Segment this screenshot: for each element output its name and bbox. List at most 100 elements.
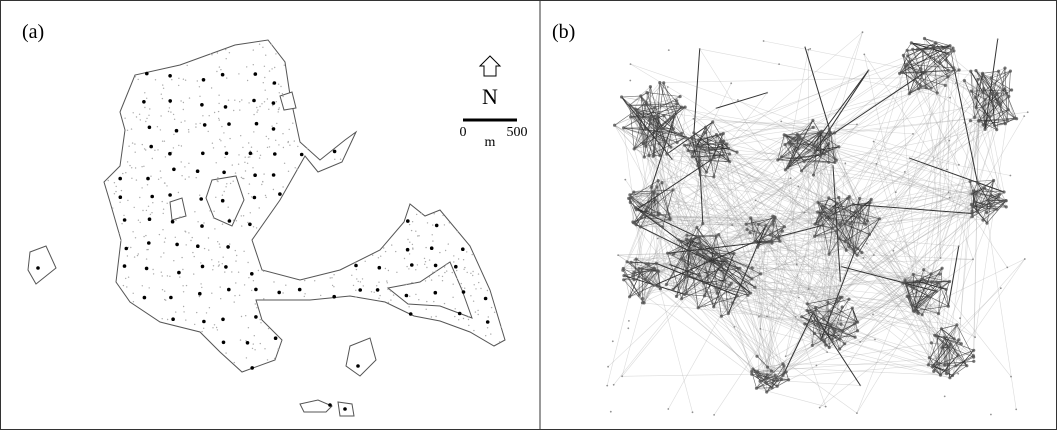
sample-point (396, 272, 397, 273)
sample-point (442, 280, 443, 281)
node (702, 282, 705, 285)
sample-point (235, 260, 236, 261)
node (669, 264, 671, 266)
node (734, 326, 736, 328)
node (912, 286, 915, 289)
sample-point (287, 142, 288, 143)
sample-point (264, 77, 265, 78)
node (755, 355, 758, 358)
node (999, 104, 1002, 107)
station (171, 317, 175, 321)
node (749, 216, 752, 219)
node (606, 385, 608, 387)
sample-point (304, 293, 305, 294)
node (827, 196, 830, 199)
node (796, 147, 799, 150)
node (800, 315, 803, 318)
node (766, 92, 768, 94)
node (988, 115, 991, 118)
node (922, 268, 925, 271)
node (917, 87, 920, 90)
node (771, 386, 774, 389)
node (872, 313, 874, 315)
sample-point (378, 298, 379, 299)
sample-point (243, 251, 244, 252)
sample-point (173, 134, 174, 135)
station (175, 129, 179, 133)
sample-point (256, 107, 257, 108)
sample-point (153, 273, 154, 274)
node (821, 204, 824, 207)
node (803, 322, 806, 325)
node (1023, 115, 1025, 117)
node (938, 61, 941, 64)
sample-point (188, 232, 189, 233)
node (869, 201, 872, 204)
sample-point (439, 252, 440, 253)
sample-point (269, 146, 270, 147)
sample-point (251, 290, 252, 291)
node (723, 278, 726, 281)
node (860, 204, 863, 207)
node (749, 292, 752, 295)
sample-point (289, 145, 290, 146)
station (486, 320, 490, 324)
node (693, 118, 695, 120)
sample-point (161, 94, 162, 95)
sample-point (406, 266, 407, 267)
node (919, 67, 922, 70)
sample-point (165, 238, 166, 239)
node (841, 305, 844, 308)
station (246, 341, 250, 345)
sample-point (463, 259, 464, 260)
sample-point (213, 217, 214, 218)
sample-point (265, 195, 266, 196)
sample-point (164, 291, 165, 292)
sample-point (218, 103, 219, 104)
sample-point (160, 170, 161, 171)
sample-point (152, 202, 153, 203)
sample-point (435, 271, 436, 272)
node (695, 145, 698, 148)
sample-point (157, 149, 158, 150)
node (663, 140, 666, 143)
node (765, 390, 768, 393)
node (816, 323, 819, 326)
node (692, 131, 695, 134)
station (227, 288, 231, 292)
sample-point (231, 271, 232, 272)
sample-point (386, 280, 387, 281)
station (119, 195, 123, 199)
sample-point (288, 171, 289, 172)
node (972, 349, 975, 352)
node (657, 179, 660, 182)
node (812, 173, 815, 176)
sample-point (199, 296, 200, 297)
sample-point (129, 165, 130, 166)
node (755, 199, 757, 201)
sample-point (135, 76, 136, 77)
node (639, 225, 642, 228)
sample-point (230, 183, 231, 184)
sample-point (235, 172, 236, 173)
node (844, 162, 846, 164)
node (796, 264, 798, 266)
node (798, 186, 800, 188)
node (840, 280, 842, 282)
station (148, 126, 152, 130)
node (656, 126, 659, 129)
sample-point (356, 278, 357, 279)
sample-point (429, 276, 430, 277)
scale-unit: m (485, 135, 496, 150)
sample-point (240, 339, 241, 340)
node (755, 223, 757, 225)
sample-point (463, 269, 464, 270)
sample-point (160, 129, 161, 130)
sample-point (222, 263, 223, 264)
sample-point (472, 275, 473, 276)
node (806, 302, 809, 305)
node (921, 49, 924, 52)
node (838, 347, 841, 350)
sample-point (258, 270, 259, 271)
sample-point (145, 121, 146, 122)
